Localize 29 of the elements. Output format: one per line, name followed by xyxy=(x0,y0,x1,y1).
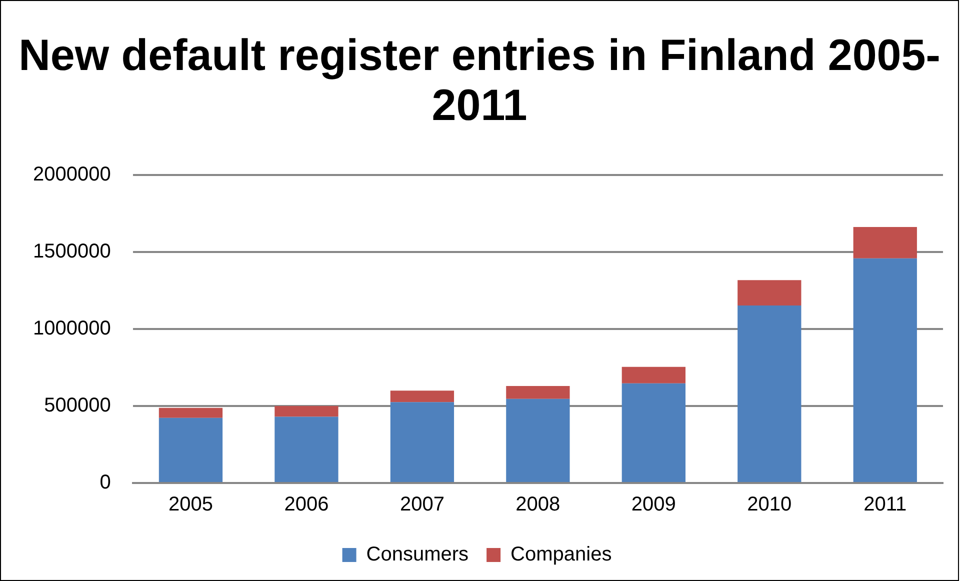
bar xyxy=(853,227,917,258)
y-tick-label: 1500000 xyxy=(32,240,111,263)
x-tick-label: 2007 xyxy=(400,494,444,516)
x-tick-label: 2009 xyxy=(631,494,676,516)
legend-label: Consumers xyxy=(366,544,469,566)
bar xyxy=(158,408,223,418)
y-tick-label: 2000000 xyxy=(32,164,111,186)
chart-title: New default register entries in Finland 2005-2011 xyxy=(18,31,942,131)
bar xyxy=(506,398,570,482)
y-tick-label: 0 xyxy=(100,472,111,494)
bar xyxy=(158,418,223,482)
x-tick-label: 2010 xyxy=(747,494,792,516)
bar xyxy=(274,406,338,417)
x-tick-label: 2011 xyxy=(864,494,907,516)
legend-label: Companies xyxy=(510,544,612,566)
bar xyxy=(622,366,686,384)
bar xyxy=(738,305,802,482)
x-tick-label: 2006 xyxy=(284,494,329,516)
bar xyxy=(390,402,454,482)
x-tick-label: 2005 xyxy=(168,494,213,516)
y-tick-label: 1000000 xyxy=(32,318,111,340)
bar xyxy=(622,383,686,482)
bar xyxy=(738,280,802,306)
bar xyxy=(274,416,338,482)
bar xyxy=(853,258,917,482)
y-tick-label: 500000 xyxy=(44,394,111,417)
x-tick-label: 2008 xyxy=(516,494,560,516)
bar xyxy=(506,386,570,399)
bar xyxy=(390,390,454,402)
